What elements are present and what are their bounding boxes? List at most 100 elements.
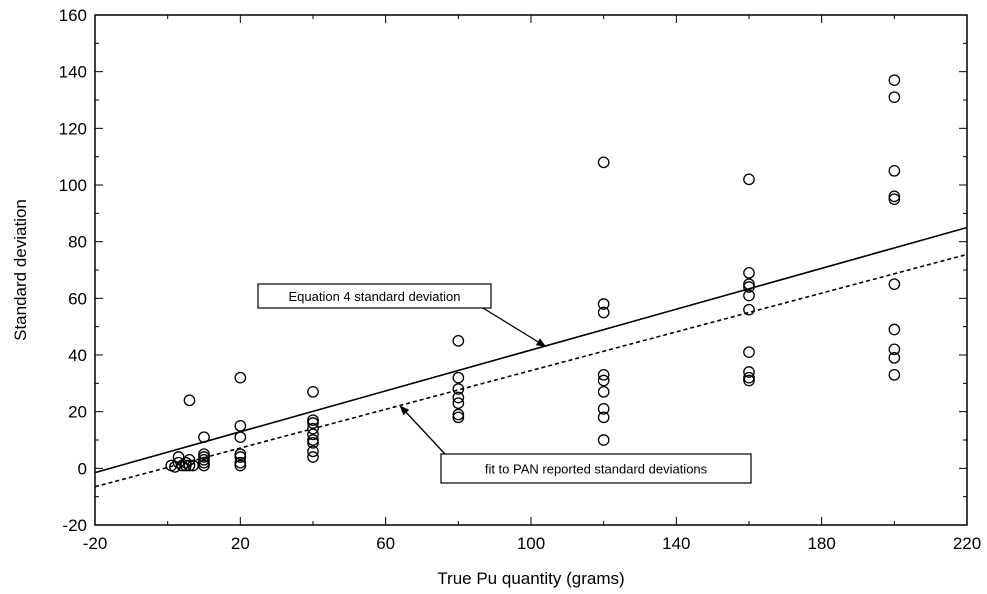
annotation-box bbox=[257, 283, 492, 309]
data-point bbox=[743, 346, 755, 359]
data-point bbox=[597, 298, 610, 310]
data-point bbox=[888, 368, 901, 381]
data-point bbox=[597, 434, 610, 446]
data-point bbox=[452, 411, 465, 424]
data-point bbox=[198, 448, 210, 461]
data-point bbox=[452, 334, 465, 347]
data-point bbox=[743, 266, 755, 279]
data-point bbox=[234, 451, 247, 463]
data-point bbox=[452, 371, 465, 384]
data-point bbox=[888, 74, 901, 87]
y-tick-label: 160 bbox=[59, 6, 87, 25]
data-point bbox=[172, 456, 185, 469]
data-point bbox=[307, 428, 319, 441]
plot-frame bbox=[94, 14, 968, 526]
x-tick-labels: -20 20 60 100 140 180 220 bbox=[83, 534, 981, 553]
y-tick-label: 20 bbox=[68, 403, 87, 422]
y-tick-label: -20 bbox=[62, 516, 87, 535]
data-point bbox=[888, 193, 901, 206]
data-point bbox=[307, 445, 319, 458]
data-point bbox=[888, 164, 901, 177]
y-axis-title: Standard deviation bbox=[11, 199, 30, 341]
data-point bbox=[234, 419, 247, 432]
x-tick-label: 100 bbox=[517, 534, 545, 553]
data-point bbox=[743, 374, 755, 387]
y-tick-labels: -20 0 20 40 60 80 100 120 140 160 bbox=[59, 6, 87, 535]
data-point bbox=[179, 459, 192, 472]
x-tick-label: 180 bbox=[807, 534, 835, 553]
data-point bbox=[888, 278, 901, 291]
data-point bbox=[234, 448, 247, 461]
data-point bbox=[743, 278, 755, 291]
annotation-label: fit to PAN reported standard deviations bbox=[485, 462, 708, 477]
x-tick-label: 60 bbox=[376, 534, 395, 553]
data-point bbox=[198, 451, 210, 463]
data-point bbox=[234, 431, 247, 444]
data-point bbox=[888, 323, 901, 336]
data-point bbox=[743, 173, 755, 186]
data-point bbox=[452, 408, 465, 421]
x-tick-label: 140 bbox=[662, 534, 690, 553]
data-point bbox=[597, 368, 610, 381]
data-point bbox=[234, 371, 247, 384]
data-point bbox=[597, 385, 610, 398]
data-point bbox=[198, 431, 210, 444]
data-point bbox=[307, 451, 319, 463]
data-point bbox=[183, 453, 196, 466]
y-tick-label: 100 bbox=[59, 176, 87, 195]
data-point bbox=[198, 456, 210, 469]
x-tick-label: 20 bbox=[231, 534, 250, 553]
x-tick-label: 220 bbox=[953, 534, 981, 553]
y-tick-label: 140 bbox=[59, 63, 87, 82]
y-tick-label: 120 bbox=[59, 119, 87, 138]
data-point bbox=[183, 394, 196, 407]
data-points bbox=[165, 74, 901, 473]
data-point bbox=[179, 456, 192, 469]
axis-ticks bbox=[94, 14, 968, 526]
data-point bbox=[597, 411, 610, 424]
data-point bbox=[452, 391, 465, 404]
equation4-line bbox=[94, 226, 968, 474]
data-point bbox=[198, 453, 210, 466]
data-point bbox=[888, 343, 901, 356]
annotations: Equation 4 standard deviation fit to PAN … bbox=[257, 283, 752, 484]
data-point bbox=[743, 289, 755, 302]
data-point bbox=[743, 371, 755, 384]
x-axis-title: True Pu quantity (grams) bbox=[437, 569, 624, 588]
data-point bbox=[743, 281, 755, 293]
data-point bbox=[597, 374, 610, 387]
data-point bbox=[743, 303, 755, 316]
data-point bbox=[888, 91, 901, 104]
y-tick-label: 60 bbox=[68, 289, 87, 308]
data-point bbox=[307, 385, 319, 398]
data-point bbox=[169, 461, 181, 473]
pan-fit-line bbox=[94, 253, 968, 488]
x-tick-label: -20 bbox=[83, 534, 108, 553]
data-point bbox=[452, 397, 465, 410]
data-point bbox=[597, 306, 610, 319]
annotation-box bbox=[440, 453, 752, 484]
data-point bbox=[307, 417, 319, 429]
data-point bbox=[307, 414, 319, 427]
data-point bbox=[307, 436, 319, 449]
data-point bbox=[234, 456, 247, 469]
annotation-arrow bbox=[482, 307, 547, 348]
fit-lines bbox=[94, 226, 968, 488]
y-tick-label: 0 bbox=[78, 459, 87, 478]
data-point bbox=[743, 366, 755, 378]
data-point bbox=[307, 422, 319, 435]
data-point bbox=[234, 459, 247, 472]
data-point bbox=[183, 459, 196, 472]
data-point bbox=[307, 434, 319, 446]
data-point bbox=[597, 402, 610, 415]
annotation-arrow bbox=[399, 405, 446, 455]
y-tick-label: 80 bbox=[68, 233, 87, 252]
data-point bbox=[198, 459, 210, 472]
data-point bbox=[597, 156, 610, 169]
data-point bbox=[888, 351, 901, 364]
data-point bbox=[888, 190, 901, 203]
y-tick-label: 40 bbox=[68, 346, 87, 365]
data-point bbox=[452, 383, 465, 395]
annotation-label: Equation 4 standard deviation bbox=[288, 289, 460, 304]
